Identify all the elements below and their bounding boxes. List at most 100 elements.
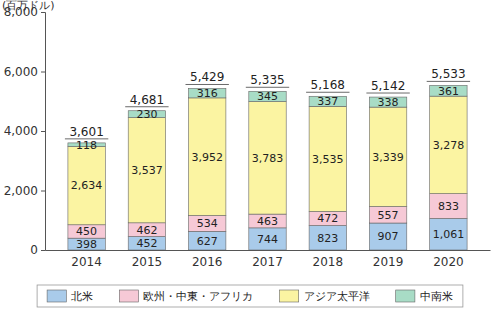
data-label: 3,783 [252,152,284,165]
x-axis-line [46,250,491,251]
x-tick: 2018 [313,250,344,269]
bar-segment [369,107,406,206]
total-label: 5,168 [311,78,345,92]
y-tick-label: 6,000 [4,65,38,79]
y-axis-line [41,13,46,251]
bars [68,85,467,250]
x-tick-label: 2016 [192,255,223,269]
data-label: 3,537 [131,164,163,177]
data-label: 1,061 [433,228,465,241]
x-tick-label: 2020 [433,255,464,269]
legend: 北米 欧州・中東・アフリカ アジア太平洋 中南米 [37,285,463,307]
legend-item: アジア太平洋 [280,290,370,303]
y-tick-label: 2,000 [4,184,38,198]
total-label: 5,335 [250,73,284,87]
bar-segment [249,214,286,228]
total-label: 4,681 [130,93,164,107]
y-tick: 2,000 [4,184,45,198]
legend-swatch [280,290,299,302]
data-label: 452 [136,237,157,250]
legend-label: 北米 [71,290,93,303]
data-label: 907 [378,230,399,243]
total-label: 3,601 [69,125,103,139]
x-tick: 2019 [373,250,404,269]
bar-segment [309,106,346,211]
y-tick-mark [41,12,45,13]
bar-segment [189,231,226,250]
y-tick: 4,000 [4,124,45,138]
bar-segment [128,223,165,237]
data-label: 557 [378,209,399,222]
legend-frame [37,285,463,307]
legend-item: 北米 [47,290,93,303]
bar-segment [430,96,467,194]
bar-segment [309,226,346,250]
y-tick-mark [41,250,45,251]
x-tick: 2015 [132,250,163,269]
x-tick: 2016 [192,250,223,269]
bar-segment [430,218,467,250]
y-axis-title: (百万ドル) [2,0,55,12]
x-tick-label: 2015 [132,255,163,269]
data-label: 118 [76,139,97,152]
legend-item: 中南米 [396,290,453,303]
data-label: 463 [257,215,278,228]
total-label: 5,429 [190,70,224,84]
data-label: 3,339 [372,151,404,164]
x-tick-label: 2014 [71,255,102,269]
bar-segment [249,228,286,250]
data-label: 3,535 [312,153,344,166]
bar-segment [68,238,105,250]
bar-segment [430,194,467,219]
x-tick-label: 2019 [373,255,404,269]
data-label: 230 [136,108,157,121]
data-labels: 398 452 627 744 823 907 1,061 450 462 534 463 472 55… [71,85,464,251]
data-label: 833 [438,200,459,213]
x-tick: 2014 [71,250,102,269]
y-axis: 02,0004,0006,0008,000 [4,5,46,257]
data-label: 472 [317,212,338,225]
data-label: 450 [76,225,97,238]
y-tick-mark [41,72,45,73]
bar-segment [309,211,346,225]
x-tick: 2020 [433,250,464,269]
data-label: 361 [438,85,459,98]
bar-segment [249,102,286,215]
x-tick: 2017 [252,250,283,269]
chart-container: 398 452 627 744 823 907 1,061 450 462 534 463 472 55… [0,0,500,314]
bar-segment [189,98,226,216]
y-tick: 0 [30,243,45,257]
y-tick: 6,000 [4,65,45,79]
data-label: 316 [197,87,218,100]
data-label: 534 [197,217,218,230]
chart-svg: 398 452 627 744 823 907 1,061 450 462 534 463 472 55… [0,0,500,314]
y-tick-mark [41,131,45,132]
x-tick-label: 2018 [313,255,344,269]
totals: 3,6014,6815,4295,3355,1685,1425,533 [65,67,470,138]
data-label: 2,634 [71,179,103,192]
legend-label: アジア太平洋 [304,290,370,303]
legend-swatch [47,290,66,302]
bar-segment [68,225,105,238]
data-label: 398 [76,238,97,251]
data-label: 744 [257,233,278,246]
total-label: 5,142 [371,79,405,93]
legend-swatch [119,290,138,302]
x-axis: 2014 2015 2016 2017 2018 2019 2020 [46,250,491,269]
legend-label: 欧州・中東・アフリカ [144,290,254,303]
legend-swatch [396,290,415,302]
data-label: 462 [136,224,157,237]
y-tick-mark [41,191,45,192]
data-label: 627 [197,235,218,248]
data-label: 823 [317,232,338,245]
bar-segment [128,237,165,250]
data-label: 3,952 [191,151,223,164]
bar-segment [189,215,226,231]
x-tick-label: 2017 [252,255,283,269]
y-tick-label: 0 [30,243,38,257]
y-tick-label: 4,000 [4,124,38,138]
data-label: 3,278 [433,139,465,152]
bar-segment [369,223,406,250]
legend-item: 欧州・中東・アフリカ [119,290,253,303]
bar-segment [369,206,406,223]
